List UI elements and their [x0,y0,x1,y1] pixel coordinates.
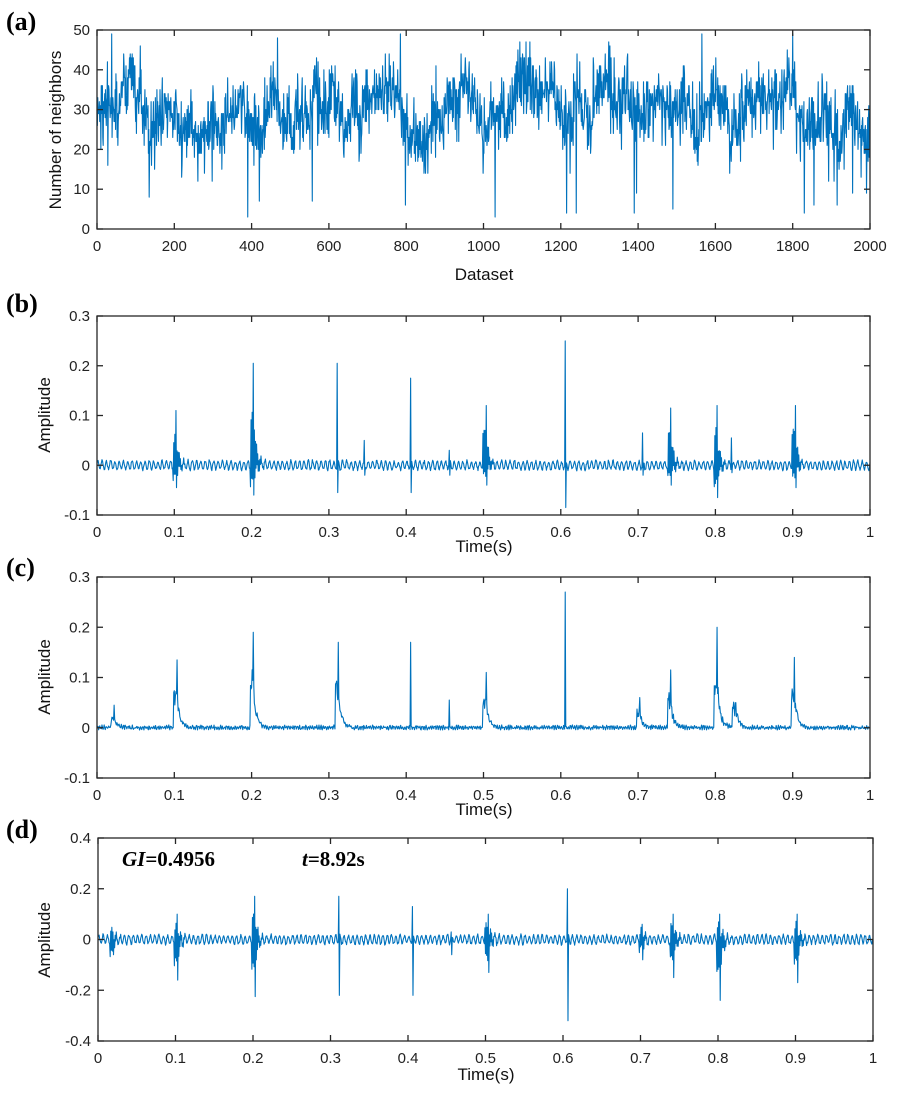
y-axis-label: Amplitude [35,377,54,453]
x-tick-label: 0.9 [782,787,803,804]
x-axis-label: Time(s) [456,800,513,819]
x-tick-label: 0.8 [705,787,726,804]
x-tick-label: 0 [93,787,101,804]
plot-area: 0 0.1 0.2 0.3 0.4 0.5 0.6 0.7 0.8 0.9 1-0.100.10.2… [64,308,874,541]
y-tick-label: 0.2 [69,619,90,636]
y-tick-label: -0.1 [64,507,90,524]
panel-label: (a) [6,7,36,36]
y-tick-label: 50 [73,22,90,39]
panel-d: (d) 0 0.1 0.2 0.3 0.4 0.5 0.6 0.7 0.8 0.9 1 -0.4 -0.… [6,815,877,1084]
y-tick-label: 0.3 [69,569,90,586]
x-tick-label: 0 [93,238,101,255]
y-tick-label: 0.2 [70,881,91,898]
x-tick-label: 0.1 [165,1050,186,1067]
x-tick-label: 600 [316,238,341,255]
t-value: =8.92s [308,847,365,871]
y-tick-label: 0.2 [69,358,90,375]
y-tick-label: 0.1 [69,408,90,425]
panel-label: (d) [6,815,38,844]
y-tick-label: 0 [83,932,91,949]
y-axis-label: Number of neighbors [46,51,65,210]
x-tick-label: 0.5 [475,1050,496,1067]
y-tick-label: -0.4 [65,1033,91,1050]
x-tick-label: 1600 [699,238,732,255]
x-tick-label: 0.4 [398,1050,419,1067]
y-tick-label: 40 [73,62,90,79]
y-axis-label: Amplitude [35,639,54,715]
y-tick-label: 20 [73,141,90,158]
x-tick-label: 0.3 [320,1050,341,1067]
x-tick-label: 1400 [621,238,654,255]
y-tick-label: 0.1 [69,670,90,687]
plot-area: 0 0.1 0.2 0.3 0.4 0.5 0.6 0.7 0.8 0.9 1 -0.4 -0.2 0 0.… [65,830,877,1067]
x-axis-label: Dataset [455,265,514,284]
x-tick-label: 0.9 [782,524,803,541]
x-tick-label: 0.2 [243,1050,264,1067]
t-symbol: t [302,847,309,871]
y-tick-label: 0 [82,457,90,474]
x-tick-label: 400 [239,238,264,255]
series-line-neighbors [96,33,871,218]
series-line-raw-signal [96,340,871,509]
y-tick-label: 30 [73,102,90,119]
x-tick-label: 0.9 [785,1050,806,1067]
x-tick-label: 0.6 [553,1050,574,1067]
plot-area: 0 200 400 600 800 1000 1200 1400 1600 1800 2000 0 10… [73,22,886,255]
x-tick-label: 800 [394,238,419,255]
time-annotation: t=8.92s [302,847,365,871]
panel-label: (b) [6,289,38,318]
x-tick-label: 0.2 [241,524,262,541]
x-tick-label: 0.5 [473,524,494,541]
panel-c: (c) 0 0.1 0.2 0.3 0.4 0.5 0.6 0.7 0.8 0.9 1-0.100.… [6,553,874,819]
y-axis-label: Amplitude [35,902,54,978]
x-tick-label: 0.4 [396,524,417,541]
x-tick-label: 0 [94,1050,102,1067]
x-tick-label: 1800 [776,238,809,255]
x-tick-label: 200 [162,238,187,255]
x-tick-label: 0 [93,524,101,541]
y-tick-label: -0.1 [64,770,90,787]
gi-annotation: GI=0.4956 [122,847,215,871]
panel-a: (a) 0 200 400 600 800 1000 1200 1400 1600 1800 200… [6,7,887,284]
x-tick-label: 0.3 [318,787,339,804]
y-tick-label: 0 [82,221,90,238]
x-tick-label: 0.4 [396,787,417,804]
x-tick-label: 0.3 [318,524,339,541]
y-tick-label: 10 [73,181,90,198]
x-tick-label: 0.6 [550,524,571,541]
x-tick-label: 0.1 [164,787,185,804]
x-axis-label: Time(s) [458,1065,515,1084]
y-tick-label: -0.2 [65,982,91,999]
x-tick-label: 1200 [544,238,577,255]
panel-label: (c) [6,553,35,582]
x-tick-label: 1000 [467,238,500,255]
x-axis-label: Time(s) [456,537,513,556]
x-tick-label: 1 [869,1050,877,1067]
x-tick-label: 0.8 [705,524,726,541]
x-tick-label: 0.7 [628,524,649,541]
x-tick-label: 0.7 [628,787,649,804]
gi-value: =0.4956 [145,847,215,871]
x-tick-label: 0.7 [630,1050,651,1067]
series-line-filtered-signal [97,888,874,1022]
y-tick-label: 0.4 [70,830,91,847]
series-line-envelope-signal [96,591,871,731]
plot-area: 0 0.1 0.2 0.3 0.4 0.5 0.6 0.7 0.8 0.9 1-0.100.10.2… [64,569,874,804]
gi-symbol: GI [122,847,146,871]
axes-frame [96,315,871,516]
x-tick-label: 1 [866,524,874,541]
x-tick-label: 0.1 [164,524,185,541]
y-tick-label: 0 [82,720,90,737]
x-tick-label: 0.6 [550,787,571,804]
panel-b: (b) 0 0.1 0.2 0.3 0.4 0.5 0.6 0.7 0.8 0.9 1-0.100.… [6,289,874,556]
axes-frame [96,576,871,779]
x-tick-label: 0.5 [473,787,494,804]
x-tick-label: 0.2 [241,787,262,804]
y-tick-label: 0.3 [69,308,90,325]
x-tick-label: 0.8 [708,1050,729,1067]
x-tick-label: 2000 [853,238,886,255]
x-tick-label: 1 [866,787,874,804]
